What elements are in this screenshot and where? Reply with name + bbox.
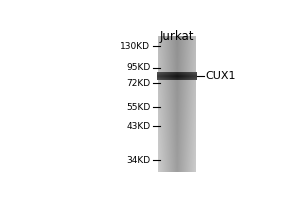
Text: 43KD: 43KD xyxy=(126,122,150,131)
Text: CUX1: CUX1 xyxy=(205,71,236,81)
Text: Jurkat: Jurkat xyxy=(160,30,194,43)
Text: 95KD: 95KD xyxy=(126,63,150,72)
Text: 130KD: 130KD xyxy=(120,42,150,51)
Text: 72KD: 72KD xyxy=(126,79,150,88)
Text: 55KD: 55KD xyxy=(126,103,150,112)
Text: 34KD: 34KD xyxy=(126,156,150,165)
